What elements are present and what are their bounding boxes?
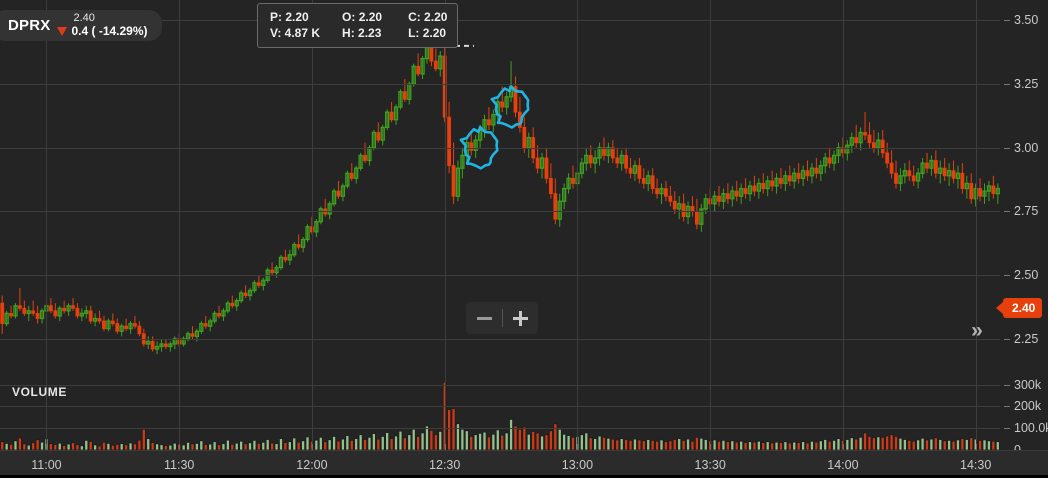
time-tick-mark <box>311 444 313 450</box>
time-tick-label: 12:30 <box>429 458 461 472</box>
volume-tick-mark <box>1004 384 1010 386</box>
zoom-controls <box>466 302 538 334</box>
ohlc-readout: P: 2.20 O: 2.20 C: 2.20 V: 4.87 K H: 2.2… <box>257 3 459 48</box>
time-gridline <box>842 0 844 372</box>
chevron-double-right-icon: » <box>971 318 983 342</box>
time-gridline <box>179 0 181 372</box>
volume-tick-label: 100.0k <box>1014 421 1048 436</box>
time-tick-label: 11:30 <box>164 458 195 472</box>
price-tick-mark <box>1004 211 1010 213</box>
time-tick-label: 13:30 <box>694 458 726 472</box>
price-tick-label: 3.00 <box>1014 140 1039 155</box>
time-gridline <box>710 372 712 450</box>
price-tick-label: 2.75 <box>1014 204 1039 219</box>
time-gridline <box>577 0 579 372</box>
time-tick-mark <box>577 444 579 450</box>
time-gridline <box>975 0 977 372</box>
ticker-change: 0.4 ( -14.29%) <box>71 23 148 38</box>
minus-icon <box>476 316 492 320</box>
volume-gridline <box>0 384 1000 386</box>
time-tick-mark <box>46 444 48 450</box>
price-tick-mark <box>1004 20 1010 22</box>
volume-pane-title: VOLUME <box>12 385 67 399</box>
ohlc-close: C: 2.20 <box>408 10 448 24</box>
ohlc-low: L: 2.20 <box>408 26 447 40</box>
time-axis[interactable]: 11:00 11:30 12:00 12:30 13:00 13:30 14:00 14:30 <box>0 444 1048 478</box>
time-tick-mark <box>975 444 977 450</box>
time-gridline <box>46 0 48 372</box>
price-gridline <box>0 147 1000 149</box>
time-gridline <box>179 372 181 450</box>
time-gridline <box>975 372 977 450</box>
time-gridline <box>710 0 712 372</box>
price-tick-label: 2.50 <box>1014 268 1039 283</box>
price-tick-mark <box>1004 84 1010 86</box>
time-tick-label: 14:00 <box>827 458 859 472</box>
volume-tick-mark <box>1004 406 1010 408</box>
plus-icon <box>512 310 528 326</box>
zoom-in-button[interactable] <box>503 302 538 334</box>
fast-forward-button[interactable]: » <box>960 315 994 345</box>
current-price-value: 2.40 <box>1012 301 1036 315</box>
time-gridline <box>444 372 446 450</box>
price-gridline <box>0 275 1000 277</box>
ohlc-open: O: 2.20 <box>342 10 383 24</box>
time-gridline <box>311 372 313 450</box>
ohlc-prev-close: P: 2.20 <box>270 10 309 24</box>
zoom-divider <box>501 309 503 327</box>
ticker-price: 2.40 <box>73 12 95 24</box>
volume-tick-label: 200k <box>1014 399 1042 414</box>
ohlc-high: H: 2.23 <box>342 26 382 40</box>
time-tick-mark <box>710 444 712 450</box>
time-gridline <box>577 372 579 450</box>
arrow-down-icon <box>57 26 68 36</box>
time-tick-label: 13:00 <box>561 458 594 472</box>
price-tick-mark <box>1004 147 1010 149</box>
ticker-change-row: 0.4 ( -14.29%) <box>57 23 148 38</box>
price-gridline <box>0 211 1000 213</box>
price-tick-mark <box>1004 275 1010 277</box>
price-tick-label: 3.25 <box>1014 77 1039 92</box>
time-tick-mark <box>444 444 446 450</box>
time-tick-mark <box>179 444 181 450</box>
price-tick-label: 2.25 <box>1014 331 1039 346</box>
price-gridline <box>0 84 1000 86</box>
time-gridline <box>842 372 844 450</box>
ticker-badge[interactable]: DPRX 2.40 0.4 ( -14.29%) <box>0 10 162 42</box>
time-tick-mark <box>842 444 844 450</box>
zoom-out-button[interactable] <box>467 302 502 334</box>
volume-gridline <box>0 406 1000 408</box>
volume-gridline <box>0 428 1000 430</box>
volume-chart-pane[interactable] <box>0 372 1000 450</box>
volume-tick-mark <box>1004 428 1010 430</box>
time-gridline <box>444 0 446 372</box>
time-gridline <box>311 0 313 372</box>
ticker-symbol: DPRX <box>8 16 51 34</box>
price-tick-mark <box>1004 338 1010 340</box>
current-price-marker: 2.40 <box>995 298 1043 318</box>
time-tick-label: 12:00 <box>296 458 328 472</box>
time-gridline <box>46 372 48 450</box>
price-gridline <box>0 20 1000 22</box>
time-tick-label: 14:30 <box>960 458 992 472</box>
ohlc-volume: V: 4.87 K <box>270 26 321 40</box>
price-gridline <box>0 338 1000 340</box>
price-tick-label: 3.50 <box>1014 13 1039 28</box>
volume-tick-label: 300k <box>1014 377 1042 392</box>
time-tick-label: 11:00 <box>31 458 62 472</box>
ticker-quote: 2.40 0.4 ( -14.29%) <box>57 12 148 38</box>
